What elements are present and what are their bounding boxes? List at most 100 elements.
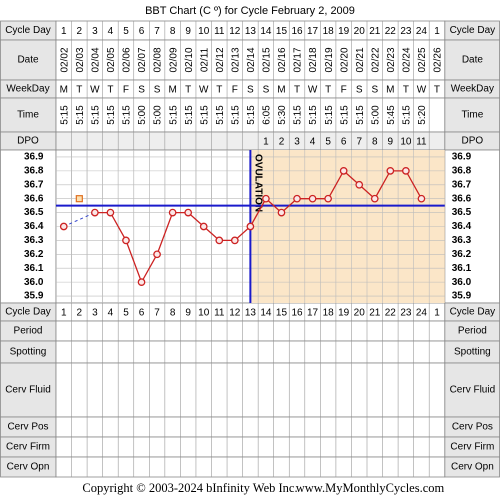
cell-text: S bbox=[138, 85, 145, 96]
y-tick-label: 36.0 bbox=[452, 277, 472, 288]
cell-text: 4 bbox=[108, 308, 114, 319]
cell-text: 02/03 bbox=[75, 47, 86, 72]
cell-text: 9 bbox=[185, 308, 191, 319]
cell-text: 5:15 bbox=[75, 105, 86, 125]
cell-text: 5:15 bbox=[215, 105, 226, 125]
cell-text: 4 bbox=[108, 26, 114, 37]
cell-text: 1 bbox=[61, 308, 67, 319]
temperature-point bbox=[355, 180, 364, 189]
cell-text: 5:15 bbox=[402, 105, 413, 125]
copyright: Copyright © 2003-2024 bInfinity Web Inc. bbox=[82, 481, 297, 495]
y-tick-label: 36.0 bbox=[24, 277, 44, 288]
cell-text: 02/07 bbox=[137, 47, 148, 72]
cell-text: T bbox=[107, 85, 113, 96]
cell-text: 24 bbox=[416, 26, 428, 37]
cell-text: 2 bbox=[77, 26, 83, 37]
temperature-point bbox=[230, 236, 239, 245]
cell-text: T bbox=[325, 85, 331, 96]
row-label: Time bbox=[461, 110, 483, 121]
cell-text: 3 bbox=[92, 26, 98, 37]
cell-text: 5 bbox=[325, 137, 331, 148]
temperature-line bbox=[94, 169, 422, 284]
cell-text: 02/04 bbox=[91, 47, 102, 72]
row-label: Spotting bbox=[454, 347, 491, 358]
cell-text: 5:15 bbox=[199, 105, 210, 125]
cell-text: S bbox=[247, 85, 254, 96]
cell-text: 17 bbox=[307, 308, 319, 319]
cell-text: 24 bbox=[416, 308, 428, 319]
row-label: Period bbox=[458, 326, 487, 337]
cell-text: 14 bbox=[260, 308, 272, 319]
cell-text: 11 bbox=[214, 308, 225, 319]
cell-text: 12 bbox=[229, 308, 241, 319]
cell-text: 02/10 bbox=[184, 47, 195, 72]
cell-text: 02/25 bbox=[417, 47, 428, 72]
cell-text: 21 bbox=[369, 26, 381, 37]
cell-text: S bbox=[263, 85, 270, 96]
y-tick-label: 36.5 bbox=[24, 207, 44, 218]
cell-text: W bbox=[90, 85, 100, 96]
cell-text: 6:05 bbox=[262, 105, 273, 125]
cell-text: 5:15 bbox=[324, 105, 335, 125]
row-label: Cerv Fluid bbox=[5, 385, 51, 396]
cell-text: S bbox=[356, 85, 363, 96]
cell-text: 02/16 bbox=[277, 47, 288, 72]
cell-text: 15 bbox=[276, 308, 288, 319]
row-band bbox=[55, 39, 446, 81]
y-tick-label: 36.2 bbox=[24, 249, 44, 260]
y-tick-label: 36.1 bbox=[24, 263, 44, 274]
temperature-point bbox=[324, 194, 332, 203]
cell-text: 02/19 bbox=[324, 47, 335, 72]
row-band bbox=[55, 97, 446, 133]
temperature-point bbox=[91, 208, 99, 217]
cell-text: 19 bbox=[338, 26, 350, 37]
cell-text: 15 bbox=[276, 26, 288, 37]
cell-text: 13 bbox=[245, 26, 257, 37]
temperature-point bbox=[308, 194, 317, 203]
cell-text: W bbox=[308, 85, 318, 96]
cell-text: 02/22 bbox=[370, 47, 381, 72]
y-tick-label: 36.6 bbox=[452, 193, 472, 204]
row-label: DPO bbox=[462, 136, 484, 147]
cell-text: 6 bbox=[341, 137, 347, 148]
cell-text: 5:00 bbox=[153, 105, 164, 125]
row-label: Cycle Day bbox=[5, 307, 51, 318]
cell-text: 13 bbox=[245, 308, 257, 319]
cell-text: 5:20 bbox=[417, 105, 428, 125]
cell-text: 02/14 bbox=[246, 47, 257, 72]
temperature-point bbox=[246, 222, 255, 231]
y-tick-label: 36.3 bbox=[24, 235, 44, 246]
temperature-point bbox=[417, 194, 426, 203]
row-band bbox=[55, 416, 446, 438]
y-tick-label: 36.4 bbox=[24, 221, 44, 232]
row-label: Cerv Opn bbox=[451, 462, 494, 473]
cell-text: 5:15 bbox=[230, 105, 241, 125]
cell-text: 7 bbox=[154, 26, 160, 37]
cell-text: W bbox=[199, 85, 209, 96]
cell-text: 02/21 bbox=[355, 47, 366, 72]
cell-text: 5 bbox=[123, 308, 129, 319]
row-band bbox=[55, 456, 446, 478]
cell-text: 02/20 bbox=[339, 47, 350, 72]
cell-text: 1 bbox=[434, 308, 440, 319]
cell-text: 02/15 bbox=[262, 47, 273, 72]
row-label: Cerv Pos bbox=[452, 422, 493, 433]
y-tick-label: 36.9 bbox=[452, 152, 472, 163]
cell-text: 02/09 bbox=[168, 47, 179, 72]
cell-text: T bbox=[185, 85, 191, 96]
y-tick-label: 36.6 bbox=[24, 193, 44, 204]
row-label: Cerv Firm bbox=[6, 442, 50, 453]
cell-text: 02/18 bbox=[308, 47, 319, 72]
row-label: DPO bbox=[17, 136, 39, 147]
y-tick-label: 36.2 bbox=[452, 249, 472, 260]
row-label: WeekDay bbox=[451, 84, 494, 95]
temperature-point bbox=[339, 167, 348, 175]
y-tick-label: 36.5 bbox=[452, 207, 472, 218]
cell-text: W bbox=[417, 85, 427, 96]
cell-text: 5:45 bbox=[386, 105, 397, 125]
cell-text: 5:30 bbox=[277, 105, 288, 125]
cell-text: T bbox=[216, 85, 222, 96]
discarded-point bbox=[75, 195, 83, 203]
y-tick-label: 36.7 bbox=[24, 179, 44, 190]
